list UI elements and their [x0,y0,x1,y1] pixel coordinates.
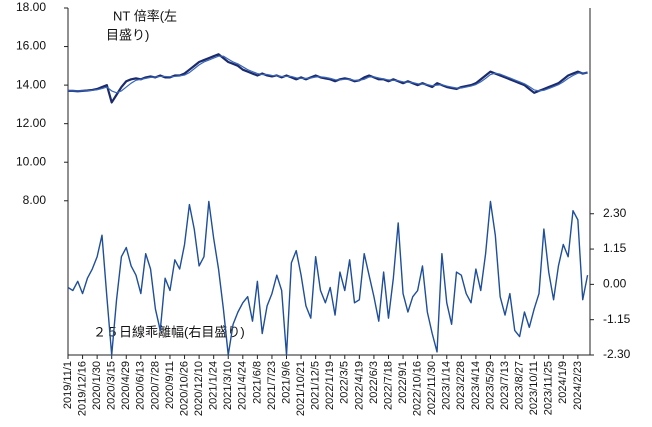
y-tick-label: 16.00 [16,39,46,53]
x-tick-label: 2019/11/1 [62,361,74,409]
x-tick-label: 2020/9/11 [164,361,176,409]
y-tick-label: 12.00 [16,116,46,130]
x-tick-label: 2022/7/18 [382,361,394,410]
x-tick-label: 2022/6/3 [368,361,380,404]
x-tick-label: 2020/6/13 [135,361,147,410]
x-tick-label: 2023/1/14 [441,361,453,410]
x-tick-label: 2022/4/19 [353,361,365,410]
x-tick-label: 2021/9/6 [280,361,292,404]
x-tick-label: 2021/4/24 [237,361,249,410]
x-tick-label: 2022/9/1 [397,361,409,404]
y2-tick-label: 2.30 [603,206,627,220]
x-tick-label: 2020/4/29 [120,361,132,410]
x-tick-label: 2020/3/15 [106,361,118,410]
x-tick-label: 2023/2/28 [455,361,467,410]
x-tick-label: 2020/7/28 [149,361,161,410]
x-tick-label: 2023/11/25 [543,361,555,415]
y-tick-label: 10.00 [16,154,46,168]
annotation: ２５日線乖離幅(右目盛り) [93,324,245,339]
annotation: 目盛り) [106,27,149,42]
y-tick-label: 8.00 [23,193,47,207]
x-tick-label: 2021/10/21 [295,361,307,416]
x-tick-label: 2023/8/27 [513,361,525,410]
y2-tick-label: -2.30 [603,347,631,361]
y2-tick-label: 0.00 [603,277,627,291]
x-tick-label: 2022/11/30 [426,361,438,415]
x-tick-label: 2021/1/24 [208,361,220,410]
x-tick-label: 2021/6/8 [251,361,263,404]
x-tick-label: 2021/7/23 [266,361,278,410]
x-tick-label: 2022/1/19 [324,361,336,410]
x-tick-label: 2021/12/5 [310,361,322,410]
x-tick-label: 2022/3/5 [339,361,351,404]
x-tick-label: 2020/10/26 [178,361,190,416]
x-tick-label: 2024/1/9 [557,361,569,404]
x-tick-label: 2023/10/11 [528,361,540,415]
x-tick-label: 2023/5/29 [484,361,496,410]
y-tick-label: 14.00 [16,77,46,91]
x-tick-label: 2020/12/10 [193,361,205,416]
x-tick-label: 2019/12/16 [76,361,88,416]
x-tick-label: 2023/7/13 [499,361,511,410]
y2-tick-label: 1.15 [603,241,627,255]
x-tick-label: 2020/1/30 [91,361,103,410]
x-tick-label: 2021/3/10 [222,361,234,410]
annotation: NT 倍率(左 [113,8,177,23]
x-tick-label: 2024/2/23 [572,361,584,410]
y2-tick-label: -1.15 [603,312,631,326]
series-line [68,55,588,94]
x-tick-label: 2022/10/16 [412,361,424,416]
series-line [67,200,589,356]
x-tick-label: 2023/4/14 [470,361,482,410]
y-tick-label: 18.00 [16,0,46,14]
